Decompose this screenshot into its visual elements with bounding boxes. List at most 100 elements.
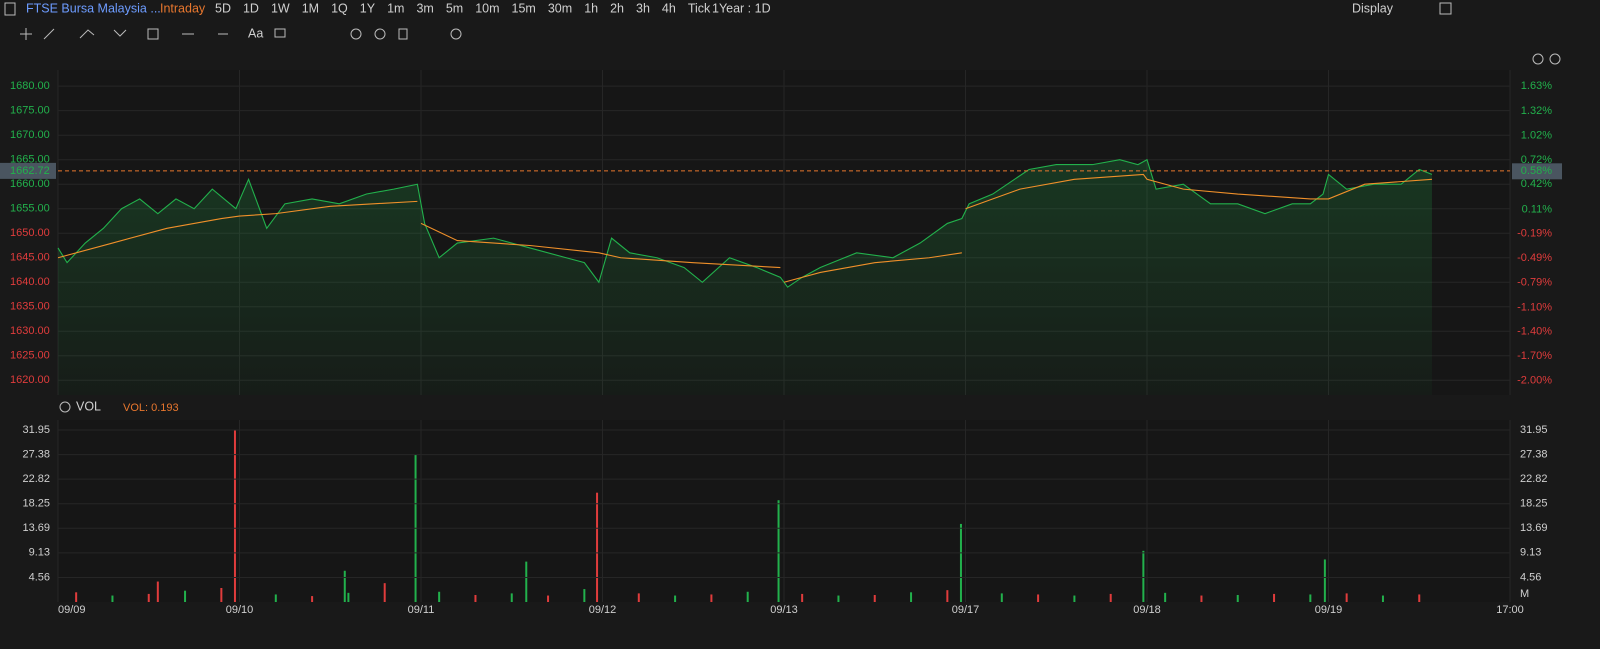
close-indicator[interactable] — [59, 401, 71, 413]
volume-bar — [674, 595, 677, 602]
layout-icon[interactable] — [1439, 2, 1452, 15]
x-tick-label: 09/19 — [1315, 604, 1343, 616]
period[interactable]: 1m — [387, 1, 404, 15]
last-change-box — [1512, 163, 1562, 180]
last-price-label: 1662.72 — [10, 165, 50, 177]
volume-bar — [596, 492, 599, 602]
indicator-name[interactable]: VOL — [76, 399, 101, 413]
period[interactable]: 2h — [610, 1, 624, 15]
period[interactable]: 1h — [584, 1, 598, 15]
pattern-icon[interactable] — [147, 28, 159, 40]
volume-bar — [547, 595, 550, 602]
y2-tick-label: -0.19% — [1517, 228, 1552, 240]
y-tick-label: 1635.00 — [10, 301, 50, 313]
y-tick-label: 13.69 — [22, 522, 50, 534]
line-icon[interactable] — [43, 28, 55, 40]
volume-bar — [510, 593, 513, 602]
symbol[interactable]: FTSE Bursa Malaysia ... — [26, 1, 161, 15]
move-icon[interactable] — [20, 28, 32, 40]
volume-bar — [111, 595, 114, 602]
y-tick-label: 1650.00 — [10, 227, 50, 239]
volume-bar — [438, 591, 441, 602]
period[interactable]: 1Q — [331, 1, 348, 15]
period[interactable]: 3h — [636, 1, 650, 15]
y-tick-label: 1675.00 — [10, 105, 50, 117]
average-line — [57, 173, 1432, 283]
y2-tick-label: 4.56 — [1520, 571, 1541, 583]
volume-bar — [959, 523, 962, 602]
period[interactable]: Tick — [688, 1, 711, 15]
magnet-icon[interactable] — [350, 28, 362, 40]
volume-bar — [383, 583, 386, 602]
period[interactable]: 10m — [475, 1, 499, 15]
volume-bar — [1323, 559, 1326, 602]
y-tick-label: 1630.00 — [10, 325, 50, 337]
y-tick-label: 1670.00 — [10, 129, 50, 141]
y2-tick-label: 27.38 — [1520, 448, 1548, 460]
volume-bar — [910, 592, 913, 602]
x-tick-label: 09/12 — [589, 604, 617, 616]
y-tick-label: 4.56 — [29, 571, 50, 583]
hide-icon[interactable] — [374, 28, 386, 40]
indicator-value: VOL: 0.193 — [123, 402, 179, 414]
x-tick-label: 09/09 — [58, 604, 86, 616]
settings-icon[interactable] — [450, 28, 462, 40]
period[interactable]: 4h — [662, 1, 676, 15]
last-price-box — [0, 162, 56, 179]
x-tick-label: 09/11 — [408, 604, 435, 616]
period[interactable]: 15m — [512, 1, 536, 15]
delete-icon[interactable] — [398, 28, 408, 40]
y-tick-label: 1645.00 — [10, 252, 50, 264]
wave-icon[interactable] — [113, 29, 127, 37]
price-line — [57, 158, 1433, 288]
pen-icon[interactable] — [79, 29, 95, 39]
price-area — [58, 159, 1432, 395]
display[interactable]: Display — [1352, 1, 1394, 15]
last-change-label: 0.58% — [1521, 165, 1552, 177]
zoom-in[interactable] — [1549, 53, 1561, 65]
text-tool[interactable]: Aa — [248, 26, 263, 40]
mode[interactable]: Intraday — [160, 1, 206, 15]
y2-tick-label: 9.13 — [1520, 547, 1541, 559]
period[interactable]: 1M — [302, 1, 319, 15]
y-tick-label: 1655.00 — [10, 203, 50, 215]
y-tick-label: 1620.00 — [10, 374, 50, 386]
volume-bar — [525, 561, 528, 602]
periods: 5D 1D 1W 1M 1Q 1Y 1m 3m 5m 10m 15m 30m 1h 2h 3h 4h Tick — [215, 1, 711, 15]
y-tick-label: 18.25 — [22, 498, 50, 510]
y-tick-label: 31.95 — [22, 424, 50, 436]
volume-bar — [1381, 595, 1384, 602]
volume-bar — [274, 594, 277, 602]
period[interactable]: 1Y — [360, 1, 376, 15]
y2-tick-label: -1.40% — [1517, 326, 1552, 338]
period[interactable]: 30m — [548, 1, 572, 15]
y2-tick-label: -2.00% — [1517, 374, 1552, 386]
y2-tick-label: 0.42% — [1521, 178, 1552, 190]
y2-tick-label: -1.10% — [1517, 301, 1552, 313]
y2-tick-label: 1.32% — [1521, 105, 1552, 117]
volume-bar — [233, 430, 236, 602]
y2-tick-label: -0.79% — [1517, 276, 1552, 288]
volume-bar — [801, 593, 804, 602]
y-tick-label: 1660.00 — [10, 178, 50, 190]
period[interactable]: 3m — [416, 1, 433, 15]
tool-icons — [20, 2, 1561, 413]
volume-bar — [946, 590, 949, 602]
zoom-out[interactable] — [1532, 53, 1544, 65]
sidebar-icon[interactable] — [4, 2, 16, 16]
period[interactable]: 1D — [243, 1, 259, 15]
x-tick-label: 09/18 — [1133, 604, 1161, 616]
y-tick-label: 1640.00 — [10, 276, 50, 288]
volume-bar — [710, 594, 713, 602]
period[interactable]: 1W — [271, 1, 290, 15]
volume-bar — [147, 593, 150, 602]
y2-tick-label: -0.49% — [1517, 252, 1552, 264]
note-icon[interactable] — [274, 28, 286, 38]
period[interactable]: 5D — [215, 1, 231, 15]
volume-bar — [347, 592, 350, 602]
range[interactable]: 1Year : 1D — [712, 1, 771, 15]
period[interactable]: 5m — [446, 1, 463, 15]
y-tick-label: 1665.00 — [10, 154, 50, 166]
